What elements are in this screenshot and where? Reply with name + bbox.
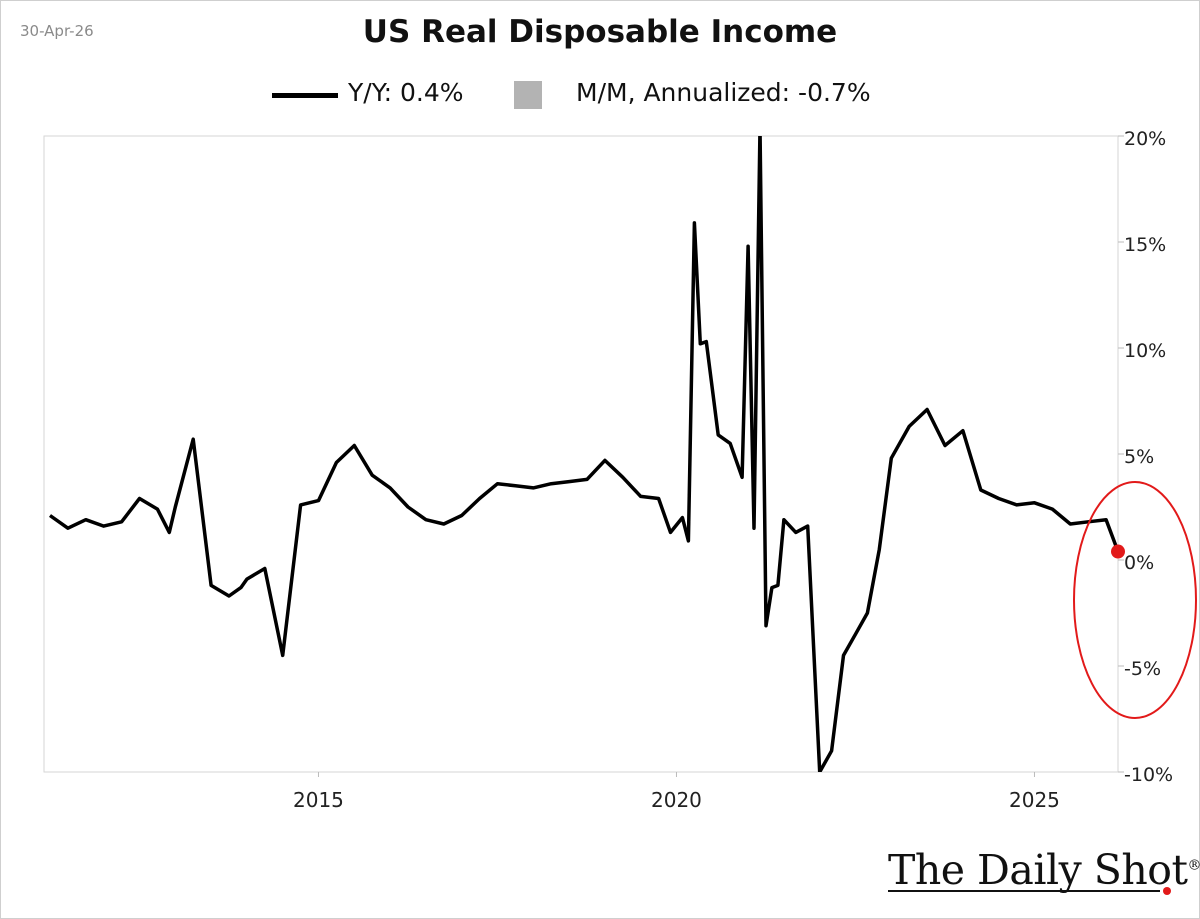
annotation-ellipse <box>1073 481 1197 719</box>
logo-text: The Daily Shot <box>888 846 1188 894</box>
chart-title: US Real Disposable Income <box>362 14 838 50</box>
yy-series-line <box>48 136 1118 772</box>
logo-underline <box>888 890 1160 892</box>
latest-point-marker <box>1111 544 1125 559</box>
y-tick-label: 5% <box>1124 446 1154 468</box>
legend-line-swatch <box>272 93 338 98</box>
y-tick-label: 0% <box>1124 552 1154 574</box>
logo-dot <box>1163 887 1171 895</box>
date-label: 30-Apr-26 <box>20 22 94 40</box>
logo: The Daily Shot® <box>888 846 1200 894</box>
y-tick-label: 15% <box>1124 234 1166 256</box>
legend: Y/Y: 0.4% M/M, Annualized: -0.7% <box>0 78 1200 112</box>
x-tick-label: 2020 <box>651 788 702 812</box>
y-tick-label: -5% <box>1124 658 1161 680</box>
y-tick-label: 20% <box>1124 128 1166 150</box>
x-tick-label: 2015 <box>293 788 344 812</box>
y-tick-label: -10% <box>1124 764 1173 786</box>
legend-bar-swatch <box>514 81 542 109</box>
y-tick-label: 10% <box>1124 340 1166 362</box>
plot-area <box>43 135 1119 773</box>
legend-label-mm: M/M, Annualized: -0.7% <box>576 78 871 107</box>
legend-label-yy: Y/Y: 0.4% <box>348 78 464 107</box>
logo-registered-mark: ® <box>1187 857 1200 874</box>
x-tick-label: 2025 <box>1009 788 1060 812</box>
